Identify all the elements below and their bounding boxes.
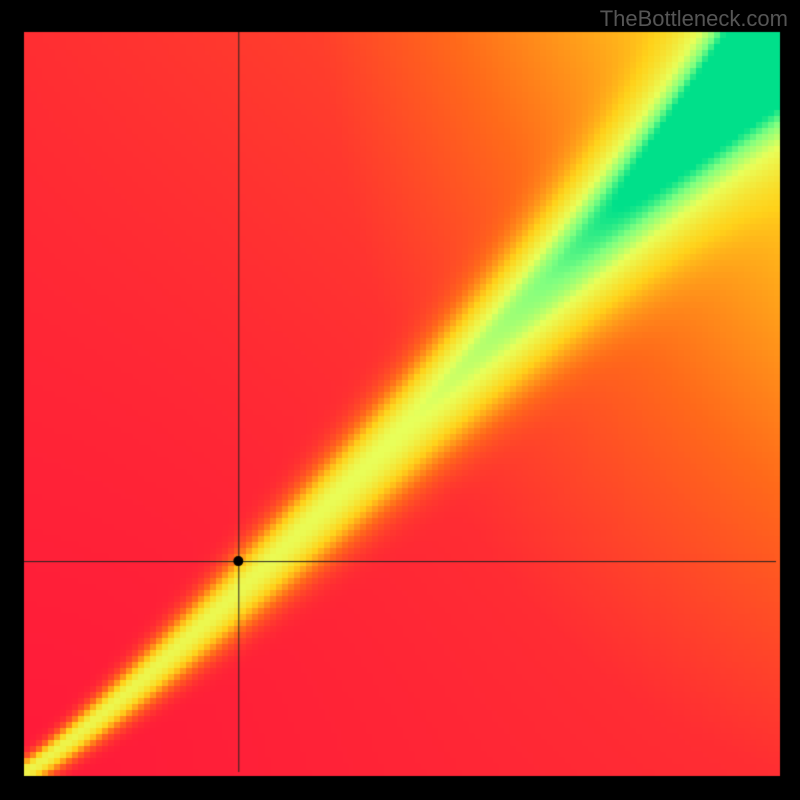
chart-container: TheBottleneck.com bbox=[0, 0, 800, 800]
watermark-text: TheBottleneck.com bbox=[600, 6, 788, 32]
bottleneck-heatmap bbox=[0, 0, 800, 800]
